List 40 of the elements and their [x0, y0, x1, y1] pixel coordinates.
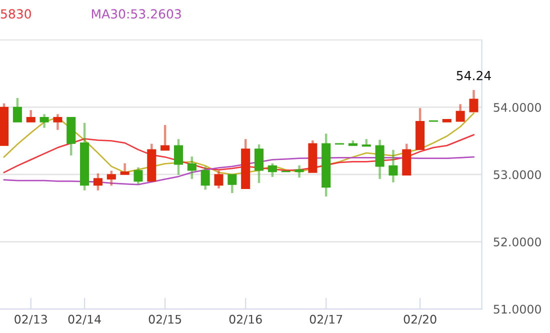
candlestick: [228, 174, 237, 194]
candlestick: [469, 90, 478, 112]
candlestick: [348, 140, 358, 146]
candlestick: [0, 103, 9, 146]
candlestick: [362, 139, 371, 147]
x-tick-label: 02/15: [148, 314, 182, 325]
text: MA30:53.2603: [92, 9, 181, 19]
x-tick-label: 02/17: [310, 314, 342, 325]
y-tick-label: 54.0000: [494, 102, 541, 112]
candlestick: [93, 173, 102, 190]
candlestick: [268, 163, 277, 177]
line-series: [3, 134, 474, 174]
candlestick: [241, 139, 250, 189]
candlestick: [147, 144, 156, 182]
candlestick: [26, 110, 36, 122]
candlestick: [294, 165, 304, 178]
x-tick-label: 02/20: [404, 314, 436, 325]
text: 5830: [0, 9, 31, 19]
x-tick-label: 02/13: [14, 314, 47, 325]
candlestick: [200, 166, 210, 190]
candlestick: [308, 140, 318, 173]
candlestick: [40, 114, 49, 128]
y-tick-label: 51.0000: [494, 304, 541, 314]
candlestick: [120, 163, 130, 175]
x-tick-label: 02/14: [68, 314, 101, 325]
candlestick: [322, 134, 331, 196]
y-tick-label: 53.0000: [494, 170, 541, 180]
candlestick: [456, 104, 465, 122]
x-tick-label: 02/16: [229, 314, 262, 325]
candlestick: [187, 156, 196, 179]
candlestick: [106, 170, 116, 186]
y-tick-label: 52.0000: [494, 237, 541, 246]
candlestick: [53, 114, 62, 130]
candlestick: [442, 118, 452, 122]
candlestick: [402, 144, 412, 176]
candlestick: [214, 170, 224, 188]
candlestick: [134, 167, 143, 184]
candlestick: [12, 98, 22, 122]
line-series: [3, 156, 474, 186]
annotation: 54.24: [456, 70, 491, 80]
